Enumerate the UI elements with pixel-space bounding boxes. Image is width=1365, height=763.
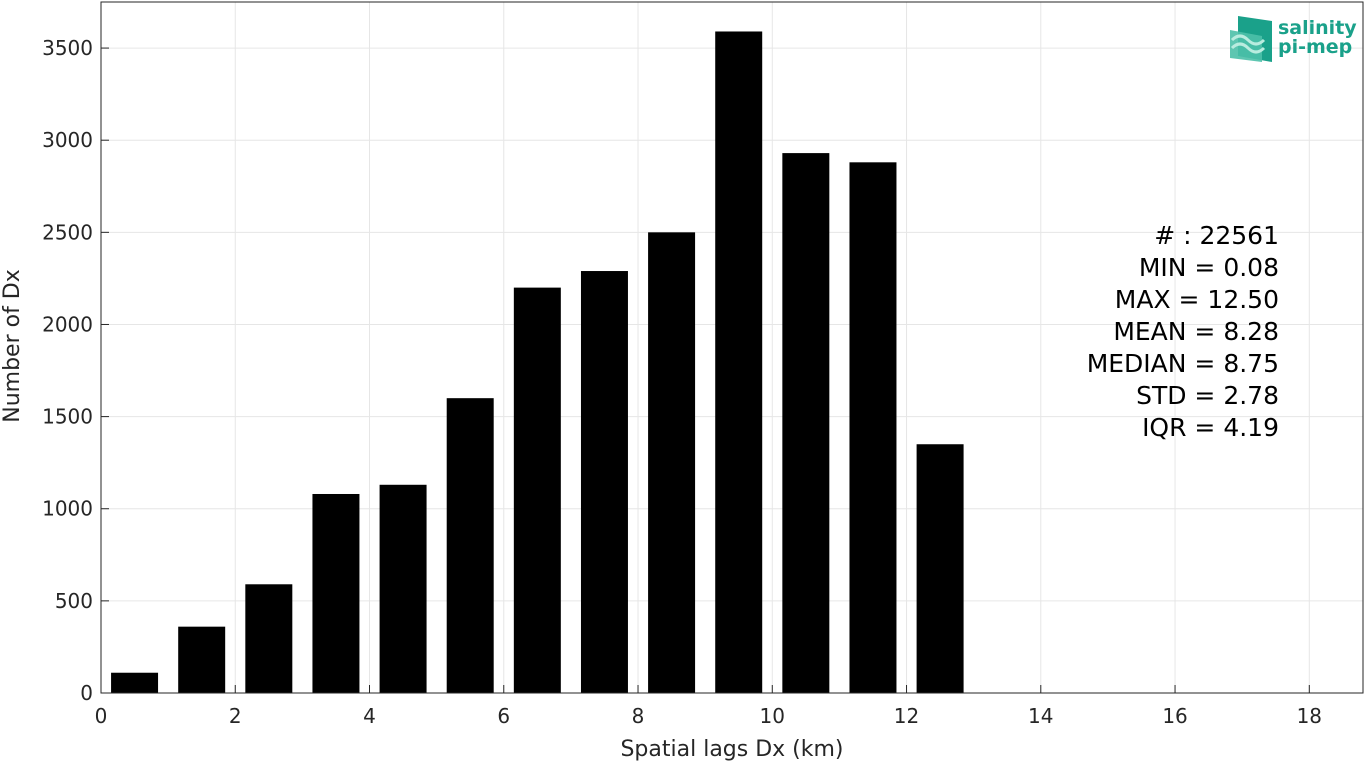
x-tick-label: 16 — [1162, 704, 1187, 728]
stat-line: IQR = 4.19 — [1142, 413, 1279, 442]
histogram-bar — [446, 398, 494, 693]
histogram-bar — [379, 484, 427, 693]
stat-line: MIN = 0.08 — [1139, 253, 1279, 282]
x-tick-label: 8 — [632, 704, 645, 728]
histogram-bar — [916, 444, 964, 693]
y-tick-label: 1000 — [42, 497, 93, 521]
y-tick-label: 3500 — [42, 36, 93, 60]
stat-line: MEDIAN = 8.75 — [1087, 349, 1279, 378]
histogram-bar — [111, 672, 159, 693]
histogram-bar — [580, 271, 628, 693]
logo-text-line1: salinity — [1278, 17, 1357, 39]
x-tick-label: 0 — [95, 704, 108, 728]
stat-line: MAX = 12.50 — [1115, 285, 1279, 314]
y-tick-label: 3000 — [42, 128, 93, 152]
histogram-bar — [849, 162, 897, 693]
stat-line: # : 22561 — [1154, 221, 1279, 250]
y-axis-ticks: 0 500 1000 1500 2000 2500 3000 3500 — [42, 36, 109, 705]
x-tick-label: 12 — [894, 704, 919, 728]
stat-line: MEAN = 8.28 — [1113, 317, 1279, 346]
y-tick-label: 1500 — [42, 405, 93, 429]
histogram-bar — [782, 153, 830, 694]
x-tick-label: 14 — [1028, 704, 1053, 728]
y-axis-title: Number of Dx — [0, 269, 25, 423]
x-axis-ticks: 0 2 4 6 8 10 12 14 16 18 — [95, 685, 1322, 728]
histogram-bar — [245, 584, 293, 693]
bars — [111, 31, 964, 694]
histogram-bar — [178, 626, 226, 693]
y-tick-label: 500 — [55, 589, 93, 613]
x-axis-title: Spatial lags Dx (km) — [620, 737, 843, 762]
stat-line: STD = 2.78 — [1136, 381, 1279, 410]
logo: salinity pi-mep — [1230, 16, 1357, 62]
plot-frame — [100, 1, 1364, 694]
x-tick-label: 2 — [229, 704, 242, 728]
histogram-bar — [513, 287, 561, 693]
x-tick-label: 18 — [1297, 704, 1322, 728]
y-tick-label: 0 — [80, 681, 93, 705]
waves-icon — [1230, 16, 1272, 62]
y-tick-label: 2000 — [42, 312, 93, 336]
histogram-bar — [312, 493, 360, 693]
x-tick-label: 10 — [760, 704, 785, 728]
histogram-bar — [715, 31, 763, 693]
x-tick-label: 6 — [497, 704, 510, 728]
y-tick-label: 2500 — [42, 220, 93, 244]
stats-box: # : 22561 MIN = 0.08 MAX = 12.50 MEAN = 8.2… — [1087, 221, 1279, 442]
histogram-bar — [648, 232, 696, 694]
x-tick-label: 4 — [363, 704, 376, 728]
logo-text-line2: pi-mep — [1278, 36, 1352, 58]
